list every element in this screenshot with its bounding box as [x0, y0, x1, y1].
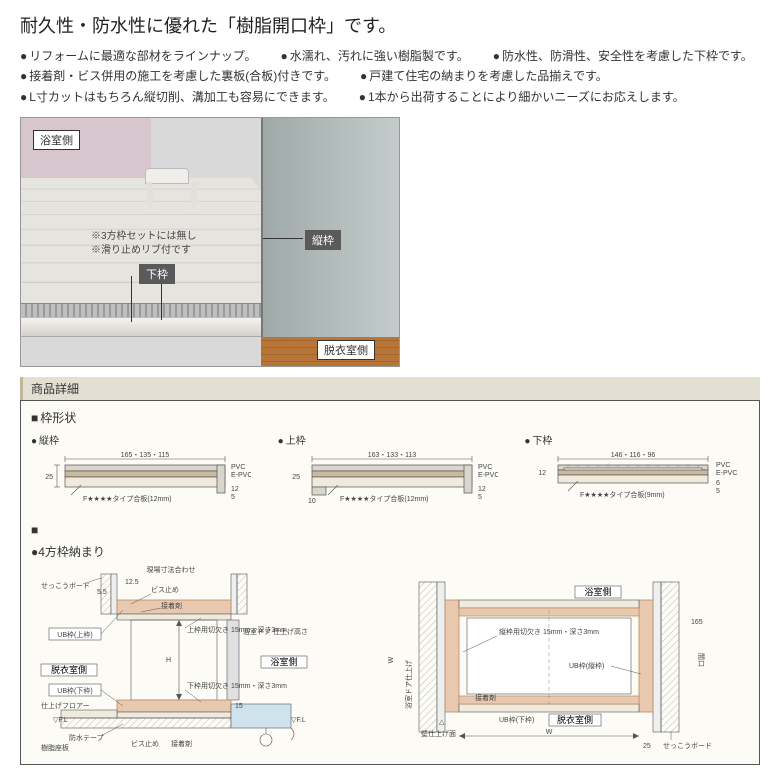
section-fitting — [31, 523, 749, 537]
hero-illustration: 浴室側 ※3方枠セットには無し ※滑り止めリブ付です 下枠 縦枠 脱衣室側 — [20, 117, 400, 367]
svg-text:PVC: PVC — [716, 462, 730, 469]
dim-c: 5 — [231, 494, 235, 501]
svg-text:縦枠用切欠き 15mm・深さ3mm: 縦枠用切欠き 15mm・深さ3mm — [499, 627, 599, 636]
profile-label: 縦枠 — [31, 432, 256, 447]
mat-epvc: E-PVC — [231, 472, 251, 479]
profile-shita-svg: 146・116・96 PVC E-PVC 12 6 5 — [524, 451, 744, 513]
dim-a: 25 — [45, 474, 53, 481]
svg-text:浴室側: 浴室側 — [584, 586, 611, 597]
svg-text:浴室側: 浴室側 — [270, 656, 297, 667]
profile-row: 縦枠 165・135・115 PVC E-PVC 25 12 5 F★★★★ — [31, 432, 749, 513]
svg-text:樹脂座板: 樹脂座板 — [41, 743, 69, 752]
svg-text:△: △ — [439, 719, 445, 726]
profile-label: 下枠 — [524, 432, 749, 447]
svg-text:浴室ドア仕上げ: 浴室ドア仕上げ — [404, 660, 413, 709]
svg-text:W: W — [546, 729, 553, 736]
profile-note: F★★★★タイプ合板(12mm) — [83, 494, 172, 503]
bullet-item: 接着剤・ビス併用の施工を考慮した裏板(合板)付きです。 — [20, 66, 336, 86]
feature-bullets: リフォームに最適な部材をラインナップ。 水濡れ、汚れに強い樹脂製です。 防水性、… — [20, 46, 760, 107]
svg-text:仕上げフロアー: 仕上げフロアー — [41, 701, 90, 710]
svg-text:12: 12 — [539, 470, 547, 477]
bath-stool-icon — [141, 168, 201, 218]
detail-panel: 枠形状 縦枠 165・135・115 PVC E-PVC 25 12 — [20, 400, 760, 765]
svg-text:F★★★★タイプ合板(12mm): F★★★★タイプ合板(12mm) — [340, 494, 429, 503]
bullet-item: 水濡れ、汚れに強い樹脂製です。 — [281, 46, 469, 66]
svg-text:脱衣室側: 脱衣室側 — [51, 664, 87, 675]
svg-text:脱衣室側: 脱衣室側 — [557, 714, 593, 725]
leader-line — [131, 276, 132, 322]
svg-text:接着剤: 接着剤 — [171, 739, 192, 748]
svg-text:接着剤: 接着剤 — [475, 693, 496, 702]
mat-pvc: PVC — [231, 464, 245, 471]
svg-text:UB枠(上枠): UB枠(上枠) — [57, 630, 92, 639]
tag-vertical-frame: 縦枠 — [305, 230, 341, 250]
svg-text:146・116・96: 146・116・96 — [611, 452, 656, 459]
svg-text:UB枠(縦枠): UB枠(縦枠) — [569, 661, 604, 670]
section-frame-shape: 枠形状 — [31, 409, 749, 426]
tag-lower-frame: 下枠 — [139, 264, 175, 284]
svg-text:せっこうボード: せっこうボード — [663, 742, 712, 750]
svg-text:5: 5 — [478, 494, 482, 501]
bullet-item: 防水性、防滑性、安全性を考慮した下枠です。 — [493, 46, 753, 66]
fitting-title: ●4方枠納まり — [31, 543, 749, 560]
svg-text:H: H — [166, 657, 171, 664]
profile-ue-svg: 163・133・113 PVC E-PVC 25 12 5 10 F★★★★タイ… — [278, 451, 498, 513]
svg-text:間口: 間口 — [697, 653, 705, 667]
svg-text:12.5: 12.5 — [125, 579, 139, 586]
dim-top: 165・135・115 — [121, 452, 170, 459]
fitting-row: H 現場寸法合わせ せっこうボード 12.5 5.5 ビス止め 接着剤 UB枠(… — [31, 564, 749, 754]
svg-text:25: 25 — [292, 474, 300, 481]
svg-text:▽F.L: ▽F.L — [53, 717, 68, 724]
svg-text:12: 12 — [478, 486, 486, 493]
profile-label: 上枠 — [278, 432, 503, 447]
tag-bathroom-side: 浴室側 — [33, 130, 80, 150]
svg-text:ビス止め: ビス止め — [131, 739, 159, 748]
fitting-section-vertical: H 現場寸法合わせ せっこうボード 12.5 5.5 ビス止め 接着剤 UB枠(… — [31, 564, 361, 754]
svg-text:せっこうボード: せっこうボード — [41, 582, 90, 590]
svg-text:165: 165 — [691, 619, 703, 626]
profile-ue: 上枠 163・133・113 PVC E-PVC 25 12 5 10 F★★★… — [278, 432, 503, 513]
bullet-item: リフォームに最適な部材をラインナップ。 — [20, 46, 257, 66]
svg-text:UB枠(下枠): UB枠(下枠) — [57, 686, 92, 695]
svg-text:25: 25 — [643, 743, 651, 750]
svg-text:下枠用切欠き 15mm・深さ3mm: 下枠用切欠き 15mm・深さ3mm — [187, 681, 287, 690]
note-3way: ※3方枠セットには無し — [91, 230, 197, 243]
bullet-item: L寸カットはもちろん縦切削、溝加工も容易にできます。 — [20, 87, 335, 107]
svg-text:W: W — [388, 656, 395, 663]
svg-text:F★★★★タイプ合板(9mm): F★★★★タイプ合板(9mm) — [580, 490, 665, 499]
svg-text:現場寸法合わせ: 現場寸法合わせ — [147, 565, 196, 574]
headline: 耐久性・防水性に優れた「樹脂開口枠」です。 — [20, 12, 760, 38]
note-antislip: ※滑り止めリブ付です — [91, 244, 191, 257]
svg-text:15: 15 — [235, 703, 243, 710]
profile-shita: 下枠 146・116・96 PVC — [524, 432, 749, 513]
dim-top: 163・133・113 — [367, 452, 416, 459]
svg-text:UB枠(下枠): UB枠(下枠) — [499, 715, 534, 724]
svg-text:E-PVC: E-PVC — [478, 472, 498, 479]
svg-text:PVC: PVC — [478, 464, 492, 471]
svg-text:5: 5 — [716, 488, 720, 495]
svg-text:▽F.L: ▽F.L — [291, 717, 306, 724]
svg-text:6: 6 — [716, 480, 720, 487]
bullet-item: 戸建て住宅の納まりを考慮した品揃えです。 — [360, 66, 608, 86]
svg-text:接着剤: 接着剤 — [161, 601, 182, 610]
svg-text:ビス止め: ビス止め — [151, 585, 179, 594]
leader-line — [263, 238, 303, 239]
svg-text:5.5: 5.5 — [97, 589, 107, 596]
svg-text:E-PVC: E-PVC — [716, 470, 737, 477]
tag-dressing-side: 脱衣室側 — [317, 340, 375, 360]
door-panel — [261, 118, 400, 337]
dim-b: 12 — [231, 486, 239, 493]
detail-header: 商品詳細 — [20, 377, 760, 400]
floor-drain — [21, 303, 261, 317]
profile-tate-svg: 165・135・115 PVC E-PVC 25 12 5 F★★★★タイプ合板… — [31, 451, 251, 513]
svg-text:10: 10 — [308, 498, 316, 505]
profile-tate: 縦枠 165・135・115 PVC E-PVC 25 12 5 F★★★★ — [31, 432, 256, 513]
svg-text:壁仕上げ面: 壁仕上げ面 — [421, 729, 456, 738]
svg-text:浴室ドア 仕上げ高さ: 浴室ドア 仕上げ高さ — [243, 627, 308, 636]
fitting-section-plan: W 間口 浴室側 脱衣室側 縦枠用切欠き 15mm・深さ3mm UB枠(縦枠) … — [379, 564, 719, 754]
svg-text:防水テープ: 防水テープ — [69, 733, 104, 742]
bullet-item: 1本から出荷することにより細かいニーズにお応えします。 — [359, 87, 685, 107]
